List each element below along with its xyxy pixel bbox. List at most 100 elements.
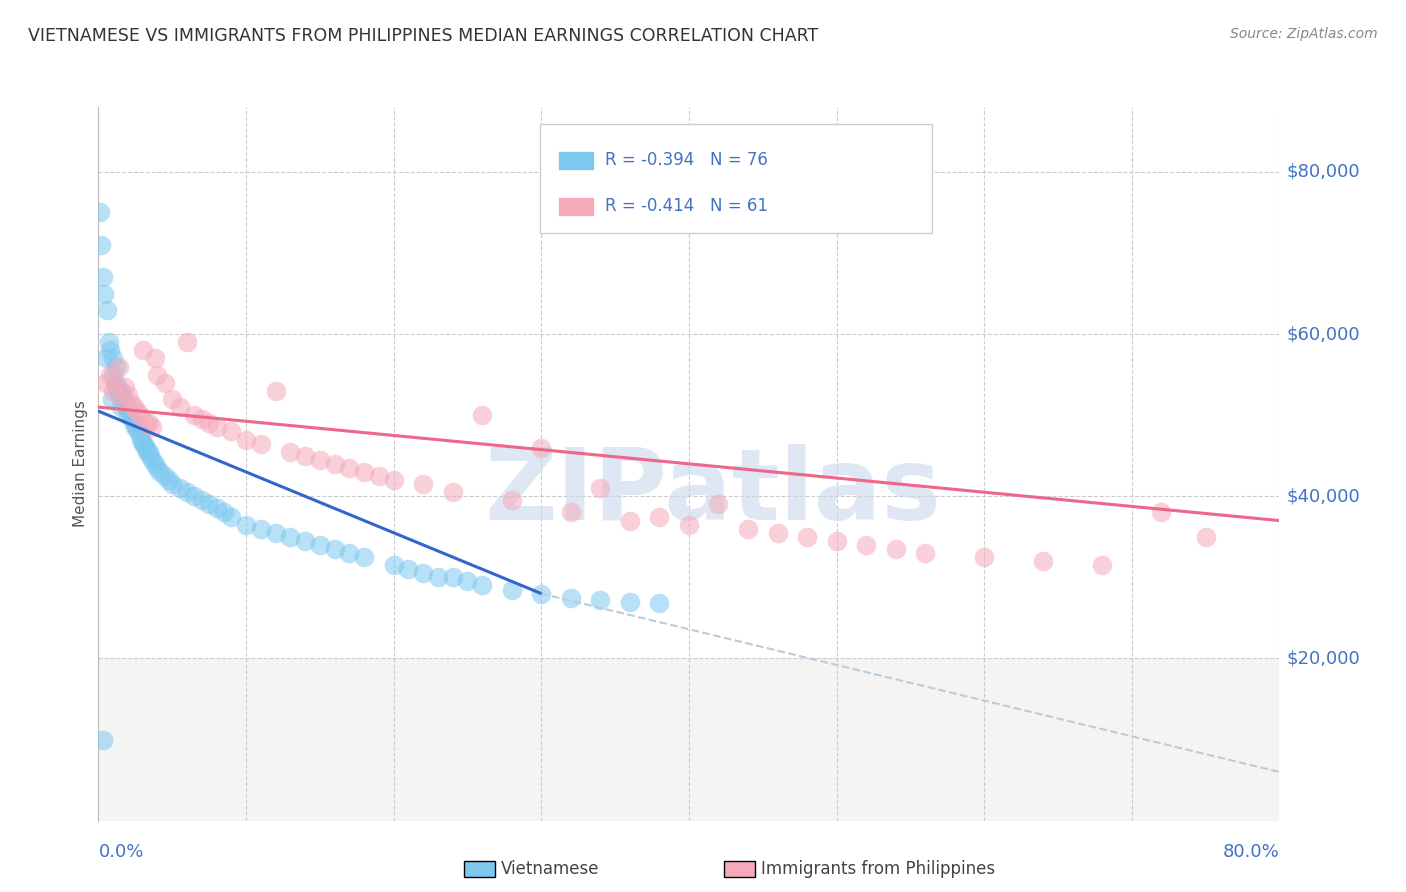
Point xyxy=(353,550,375,565)
Point xyxy=(205,501,228,516)
Point xyxy=(136,444,159,458)
Point xyxy=(149,465,172,479)
Point xyxy=(278,444,302,458)
Point xyxy=(146,368,169,382)
Point xyxy=(309,538,332,552)
Point xyxy=(141,452,163,467)
Point xyxy=(121,412,143,426)
Point xyxy=(138,417,160,431)
Point xyxy=(138,444,160,458)
Bar xyxy=(98,658,1279,821)
Point xyxy=(132,343,155,358)
Point xyxy=(91,732,114,747)
Point xyxy=(96,302,118,317)
Point xyxy=(737,522,759,536)
Point xyxy=(153,376,176,390)
Point xyxy=(471,578,494,592)
Point xyxy=(648,509,671,524)
Point xyxy=(368,469,391,483)
Point xyxy=(93,286,115,301)
Point xyxy=(294,449,316,463)
Point xyxy=(212,506,235,520)
Point xyxy=(825,533,848,548)
Point xyxy=(1150,506,1173,520)
Point xyxy=(337,461,360,475)
Point xyxy=(396,562,419,576)
Point xyxy=(125,420,148,434)
Point xyxy=(97,335,120,350)
Point xyxy=(471,408,494,422)
Point xyxy=(501,582,523,597)
Point xyxy=(162,392,183,406)
Point xyxy=(456,574,478,589)
Point xyxy=(98,368,121,382)
Point xyxy=(235,517,257,532)
Point xyxy=(141,420,163,434)
Point xyxy=(108,359,131,374)
Point xyxy=(441,485,464,500)
Text: $60,000: $60,000 xyxy=(1286,325,1360,343)
Point xyxy=(707,497,730,511)
Point xyxy=(169,481,191,495)
Point xyxy=(914,546,936,560)
Point xyxy=(501,493,523,508)
Point xyxy=(118,404,141,418)
Point xyxy=(135,441,157,455)
Point xyxy=(91,270,114,285)
Point xyxy=(110,400,132,414)
Text: Source: ZipAtlas.com: Source: ZipAtlas.com xyxy=(1230,27,1378,41)
Text: 0.0%: 0.0% xyxy=(98,843,143,861)
Point xyxy=(198,417,221,431)
Point xyxy=(105,376,128,390)
Point xyxy=(884,541,907,556)
Point xyxy=(153,469,176,483)
Point xyxy=(219,509,242,524)
Point xyxy=(855,538,877,552)
Point xyxy=(162,477,183,491)
Point xyxy=(337,546,360,560)
Point xyxy=(219,425,242,439)
Text: R = -0.414   N = 61: R = -0.414 N = 61 xyxy=(605,197,768,215)
Point xyxy=(176,335,198,350)
Point xyxy=(1091,558,1114,573)
Point xyxy=(191,493,214,508)
Point xyxy=(125,404,148,418)
Point xyxy=(250,436,273,450)
Point xyxy=(796,530,818,544)
Point xyxy=(105,359,128,374)
Point xyxy=(107,384,129,398)
Point xyxy=(530,586,553,600)
Text: Immigrants from Philippines: Immigrants from Philippines xyxy=(761,860,995,878)
Point xyxy=(191,412,214,426)
Point xyxy=(264,384,287,398)
Point xyxy=(111,388,134,402)
Text: $20,000: $20,000 xyxy=(1286,649,1360,667)
Point xyxy=(441,570,464,584)
Point xyxy=(235,433,257,447)
Point xyxy=(105,380,128,394)
Point xyxy=(1195,530,1218,544)
Text: 80.0%: 80.0% xyxy=(1223,843,1279,861)
Point xyxy=(134,436,156,450)
Point xyxy=(108,388,131,402)
Point xyxy=(98,343,121,358)
Point xyxy=(619,595,641,609)
Point xyxy=(176,485,198,500)
Point xyxy=(117,408,139,422)
Point xyxy=(120,408,142,422)
Point xyxy=(112,392,135,406)
Point xyxy=(143,457,166,471)
Point xyxy=(530,441,553,455)
Point xyxy=(1032,554,1054,568)
Point xyxy=(115,400,138,414)
Point xyxy=(250,522,273,536)
Point xyxy=(146,461,169,475)
Point xyxy=(382,558,405,573)
Point xyxy=(110,384,132,398)
Point xyxy=(104,376,127,390)
Point xyxy=(589,481,612,495)
Point xyxy=(205,420,228,434)
Point xyxy=(560,591,582,605)
Point xyxy=(294,533,316,548)
Text: $40,000: $40,000 xyxy=(1286,487,1360,505)
